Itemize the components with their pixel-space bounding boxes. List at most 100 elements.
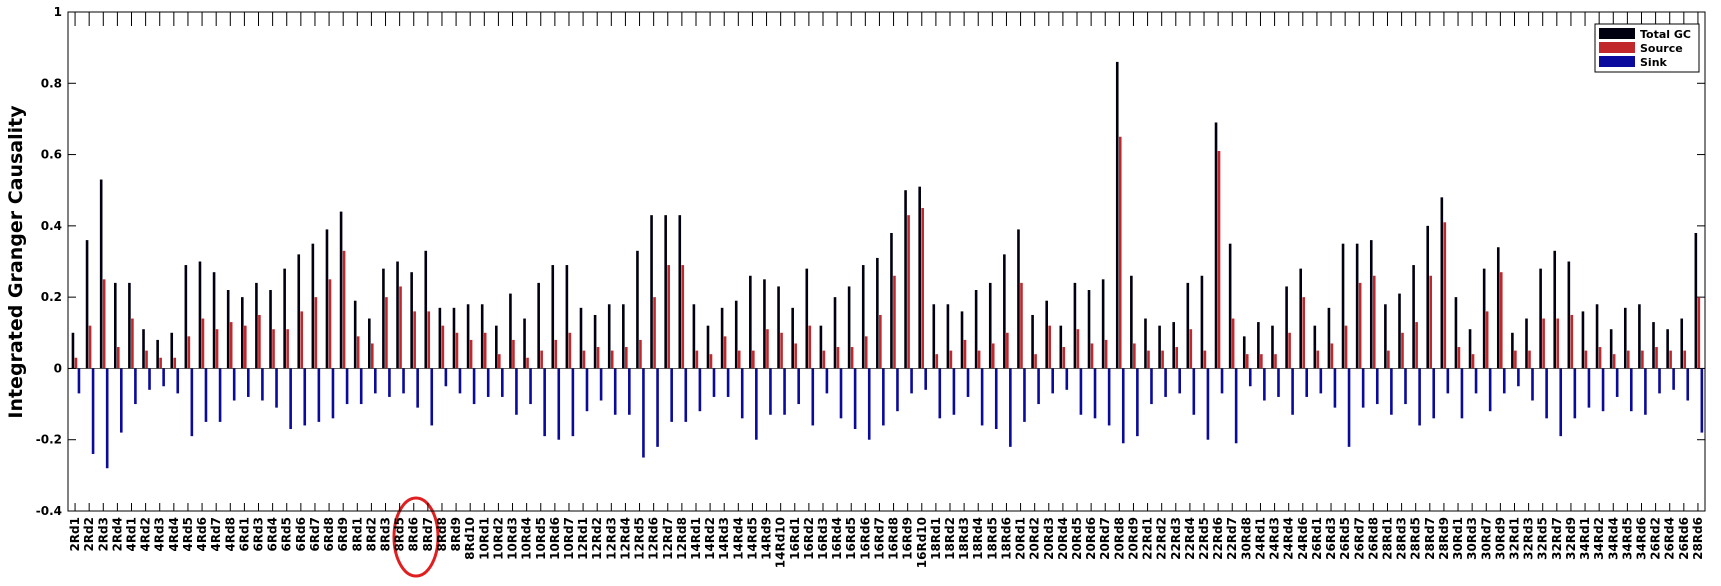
x-tick-label: 18Rd4 [971, 517, 985, 560]
bar [1426, 225, 1430, 369]
bar [218, 368, 222, 422]
bar [71, 332, 75, 369]
y-tick-label: 0.4 [41, 219, 62, 233]
bar [388, 368, 391, 397]
x-tick-label: 8Rd7 [421, 517, 435, 552]
bar [509, 293, 512, 369]
bar [232, 368, 236, 401]
bar [1150, 368, 1153, 405]
x-tick-label: 12Rd8 [675, 517, 689, 560]
bar [565, 265, 569, 369]
bar [568, 332, 572, 369]
bar [272, 329, 275, 369]
bar [255, 282, 258, 369]
x-tick-label: 32Rd9 [1564, 517, 1578, 560]
bar [102, 279, 106, 369]
bar [1257, 322, 1260, 369]
x-tick-label: 12Rd3 [604, 517, 618, 560]
bar [1474, 368, 1478, 394]
x-tick-label: 6Rd3 [252, 517, 266, 552]
x-tick-label: 12Rd4 [618, 517, 632, 560]
bar [1482, 268, 1486, 369]
bar [622, 304, 625, 369]
x-tick-label: 20Rd2 [1028, 517, 1042, 560]
bar [918, 186, 921, 369]
bar [1429, 275, 1433, 369]
bar [935, 354, 939, 369]
bar [890, 232, 893, 369]
x-tick-label: 4Rd7 [209, 517, 223, 552]
x-tick-label: 6Rd7 [308, 517, 322, 552]
bar [1587, 368, 1591, 408]
bar [625, 347, 628, 369]
bar [1372, 275, 1376, 369]
bar [921, 208, 924, 369]
bar [1545, 368, 1548, 419]
x-tick-label: 14Rd1 [689, 517, 703, 560]
x-tick-label: 10Rd5 [534, 517, 548, 560]
bar [966, 368, 970, 397]
bar [1612, 354, 1616, 369]
bar [684, 368, 688, 422]
x-tick-label: 8Rd6 [407, 517, 421, 552]
bar [1231, 318, 1235, 369]
bar [1291, 368, 1294, 415]
bar [88, 325, 92, 369]
bar [184, 265, 188, 369]
x-tick-label: 6Rd6 [294, 517, 308, 552]
bar [1305, 368, 1309, 397]
bar [797, 368, 800, 405]
bar [980, 368, 984, 426]
bar [791, 307, 794, 369]
bar [861, 265, 865, 369]
bar [988, 282, 992, 369]
x-tick-label: 2Rd2 [82, 517, 96, 552]
bar [173, 357, 177, 369]
bar [952, 368, 956, 415]
bar [413, 311, 416, 369]
bar [1101, 279, 1105, 369]
x-tick-label: 4Rd4 [167, 517, 181, 552]
bar [681, 265, 685, 369]
x-tick-label: 20Rd6 [1084, 517, 1098, 560]
bar [1136, 368, 1139, 437]
bar [664, 215, 667, 369]
x-tick-label: 2Rd1 [68, 517, 82, 552]
bar [1330, 343, 1334, 369]
bar [119, 368, 123, 433]
x-tick-label: 14Rd5 [745, 517, 759, 560]
bar [1375, 368, 1379, 405]
bar [610, 350, 614, 369]
x-tick-label: 16Rd6 [858, 517, 872, 560]
x-tick-label: 22Rd4 [1183, 517, 1197, 560]
x-tick-label: 30Rd7 [1479, 517, 1493, 560]
bar [170, 332, 174, 369]
bar [1130, 275, 1133, 369]
bar [879, 314, 882, 369]
bar [342, 250, 346, 369]
bar [1401, 332, 1404, 369]
x-tick-label: 4Rd5 [181, 517, 195, 552]
bar [215, 329, 219, 369]
x-tick-label: 10Rd7 [562, 517, 576, 560]
bar [190, 368, 194, 437]
bar [749, 275, 752, 369]
bar [424, 250, 428, 369]
bar [582, 350, 586, 369]
bar [472, 368, 476, 405]
x-tick-label: 26Rd5 [1338, 517, 1352, 560]
bar [1093, 368, 1097, 419]
bar [226, 290, 230, 369]
bar [1683, 350, 1687, 369]
x-tick-label: 34Rd4 [1606, 517, 1620, 560]
x-tick-label: 16Rd5 [844, 517, 858, 560]
bar [763, 279, 766, 369]
bar [1214, 122, 1218, 369]
bar [1404, 368, 1407, 405]
plot-frame [67, 11, 1706, 512]
x-tick-label: 6Rd9 [336, 517, 350, 552]
x-tick-label: 28Rd3 [1395, 517, 1409, 560]
x-tick-label: 26Rd4 [1663, 517, 1677, 560]
bar [910, 368, 913, 394]
bar [1260, 354, 1263, 369]
